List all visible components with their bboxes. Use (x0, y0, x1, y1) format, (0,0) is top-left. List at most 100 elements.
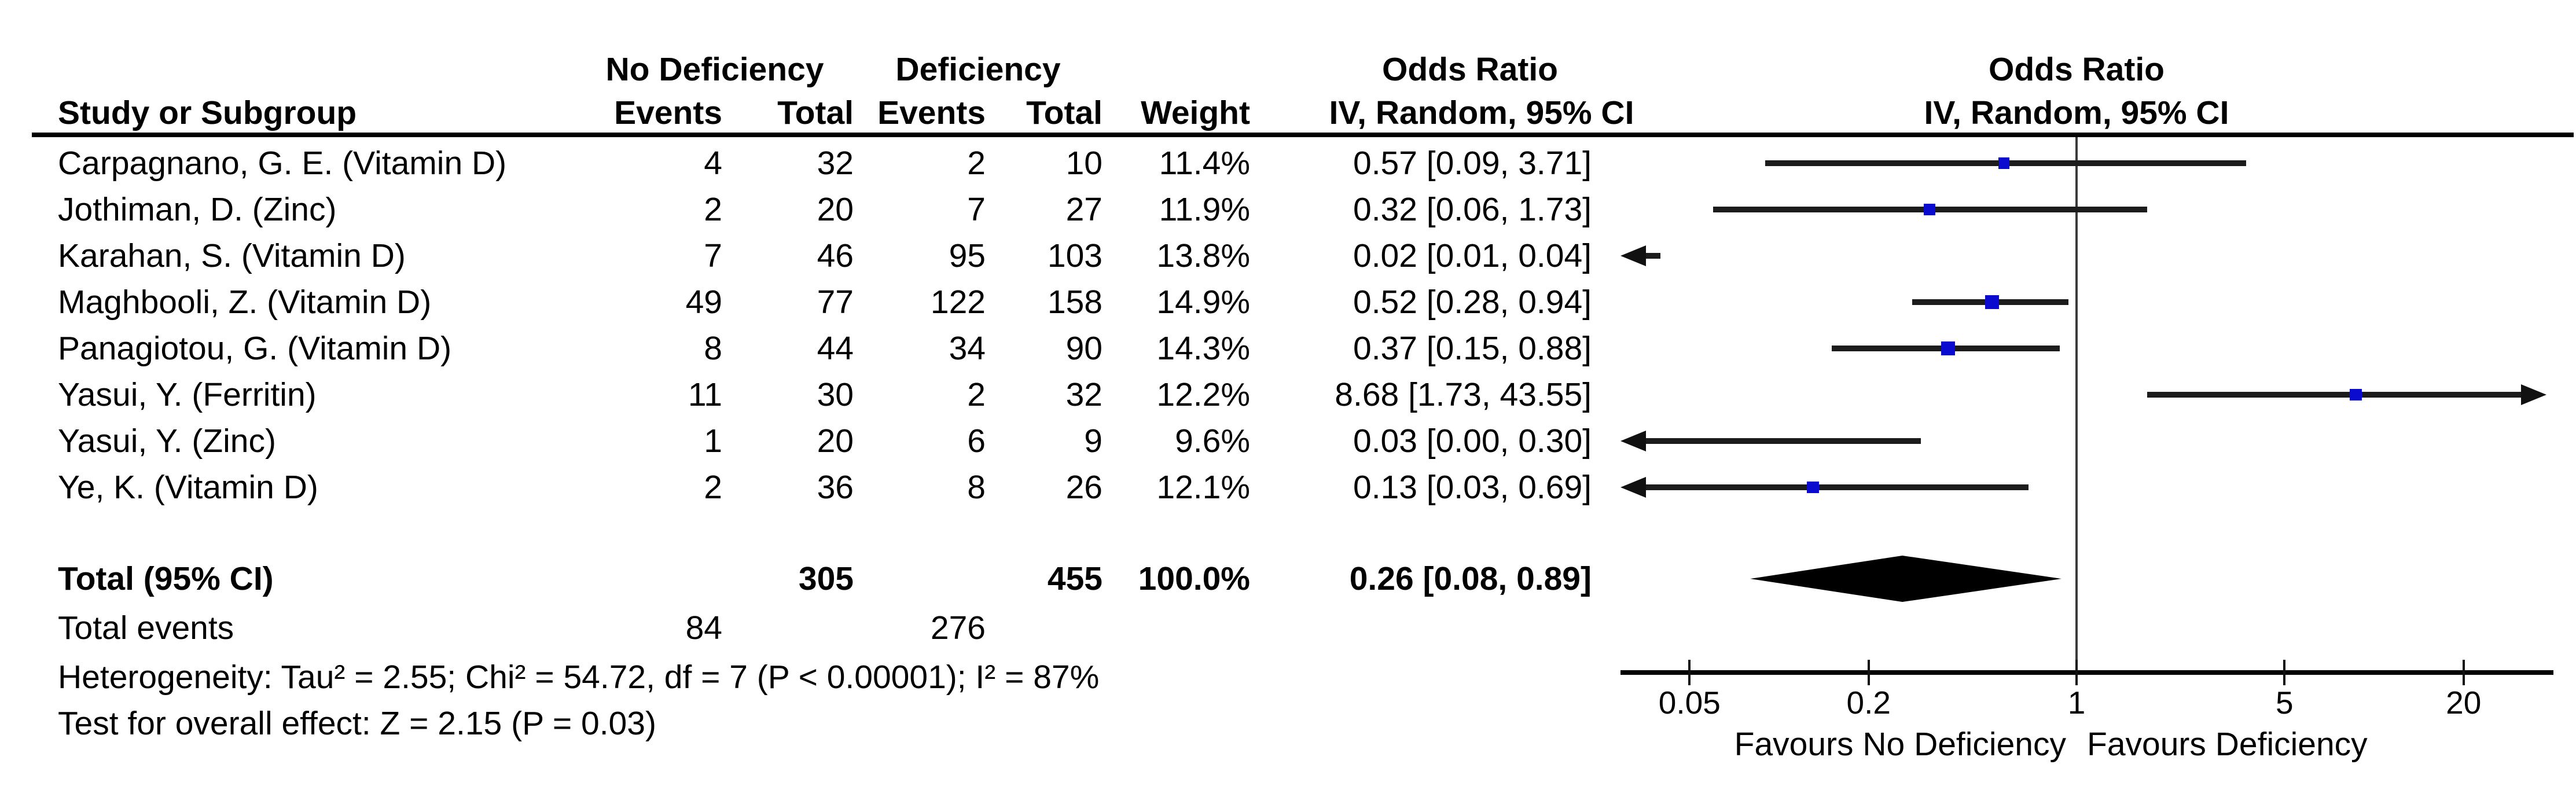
axis-tick (2075, 660, 2078, 685)
null-effect-line (2075, 137, 2078, 673)
ci-line (2147, 392, 2526, 398)
study-label: Jothiman, D. (Zinc) (58, 191, 337, 228)
cell-weight: 13.8% (1156, 237, 1250, 274)
total-events-1: 84 (685, 609, 722, 646)
col-total-1: Total (777, 94, 854, 131)
cell-events2: 2 (967, 376, 986, 413)
ci-arrow-left-icon (1620, 477, 1646, 498)
axis-tick-label: 5 (2275, 685, 2294, 721)
col-group-deficiency: Deficiency (895, 51, 1061, 88)
col-method-text: IV, Random, 95% CI (1329, 94, 1634, 131)
cell-total2: 103 (1047, 237, 1103, 274)
axis-tick (2462, 660, 2465, 685)
total-label: Total (95% CI) (58, 560, 274, 597)
study-label: Yasui, Y. (Zinc) (58, 422, 276, 460)
cell-events1: 1 (704, 422, 722, 460)
or-square (1807, 481, 1819, 494)
cell-ci_text: 0.32 [0.06, 1.73] (1353, 191, 1592, 228)
plot-method-header: IV, Random, 95% CI (1924, 94, 2229, 131)
or-square (1985, 295, 2000, 310)
favours-left-label: Favours No Deficiency (1734, 726, 2066, 763)
ci-line (1641, 253, 1661, 259)
col-events-2: Events (877, 94, 986, 131)
study-label: Ye, K. (Vitamin D) (58, 469, 318, 506)
col-total-2: Total (1026, 94, 1103, 131)
col-weight: Weight (1141, 94, 1250, 131)
cell-events2: 2 (967, 145, 986, 182)
axis-tick (1688, 660, 1691, 685)
cell-total2: 90 (1065, 330, 1103, 367)
cell-ci_text: 0.57 [0.09, 3.71] (1353, 145, 1592, 182)
cell-events1: 49 (685, 284, 722, 321)
cell-total1: 20 (817, 422, 854, 460)
diamond-shape (1750, 556, 2061, 602)
cell-events1: 8 (704, 330, 722, 367)
cell-ci_text: 8.68 [1.73, 43.55] (1335, 376, 1592, 413)
cell-weight: 12.2% (1156, 376, 1250, 413)
cell-events2: 7 (967, 191, 986, 228)
cell-total2: 32 (1065, 376, 1103, 413)
ci-line (1641, 438, 1921, 444)
total-weight: 100.0% (1138, 560, 1250, 597)
overall-effect-test: Test for overall effect: Z = 2.15 (P = 0… (58, 705, 656, 742)
total-events-2: 276 (930, 609, 986, 646)
cell-events2: 122 (930, 284, 986, 321)
cell-events2: 95 (949, 237, 986, 274)
heterogeneity-stats: Heterogeneity: Tau² = 2.55; Chi² = 54.72… (58, 659, 1100, 696)
cell-events2: 6 (967, 422, 986, 460)
cell-weight: 9.6% (1175, 422, 1250, 460)
cell-total1: 44 (817, 330, 854, 367)
axis-tick (1867, 660, 1870, 685)
x-axis-line (1620, 670, 2553, 675)
cell-total2: 26 (1065, 469, 1103, 506)
study-label: Yasui, Y. (Ferritin) (58, 376, 317, 413)
cell-events2: 8 (967, 469, 986, 506)
favours-right-label: Favours Deficiency (2087, 726, 2368, 763)
study-label: Panagiotou, G. (Vitamin D) (58, 330, 452, 367)
total-n-1: 305 (798, 560, 854, 597)
or-square (1923, 204, 1935, 215)
cell-ci_text: 0.37 [0.15, 0.88] (1353, 330, 1592, 367)
cell-total2: 9 (1084, 422, 1103, 460)
header-rule (32, 133, 2574, 137)
cell-total1: 20 (817, 191, 854, 228)
axis-tick-label: 0.05 (1658, 685, 1721, 721)
cell-weight: 12.1% (1156, 469, 1250, 506)
total-n-2: 455 (1047, 560, 1103, 597)
cell-events1: 4 (704, 145, 722, 182)
ci-arrow-left-icon (1620, 431, 1646, 451)
cell-weight: 14.9% (1156, 284, 1250, 321)
axis-tick (2283, 660, 2286, 685)
cell-weight: 14.3% (1156, 330, 1250, 367)
cell-total1: 77 (817, 284, 854, 321)
study-label: Carpagnano, G. E. (Vitamin D) (58, 145, 507, 182)
total-events-label: Total events (58, 609, 234, 646)
axis-tick-label: 0.2 (1846, 685, 1891, 721)
plot-odds-ratio-header: Odds Ratio (1988, 51, 2165, 88)
cell-weight: 11.9% (1159, 191, 1250, 228)
cell-ci_text: 0.52 [0.28, 0.94] (1353, 284, 1592, 321)
axis-tick-label: 1 (2067, 685, 2086, 721)
cell-ci_text: 0.03 [0.00, 0.30] (1353, 422, 1592, 460)
cell-total1: 36 (817, 469, 854, 506)
col-group-no-deficiency: No Deficiency (605, 51, 824, 88)
study-label: Karahan, S. (Vitamin D) (58, 237, 406, 274)
axis-tick-label: 20 (2446, 685, 2482, 721)
study-label: Maghbooli, Z. (Vitamin D) (58, 284, 432, 321)
ci-line (1641, 484, 2029, 490)
cell-total1: 32 (817, 145, 854, 182)
cell-events1: 2 (704, 191, 722, 228)
cell-events1: 2 (704, 469, 722, 506)
or-square (1941, 341, 1955, 355)
ci-arrow-right-icon (2521, 384, 2546, 405)
ci-arrow-left-icon (1620, 245, 1646, 266)
cell-events1: 11 (688, 376, 722, 413)
or-square (1998, 157, 2010, 169)
col-study-subgroup: Study or Subgroup (58, 94, 357, 131)
cell-total1: 46 (817, 237, 854, 274)
or-square (2350, 388, 2362, 401)
cell-total2: 10 (1065, 145, 1103, 182)
total-ci: 0.26 [0.08, 0.89] (1349, 560, 1592, 597)
cell-events2: 34 (949, 330, 986, 367)
